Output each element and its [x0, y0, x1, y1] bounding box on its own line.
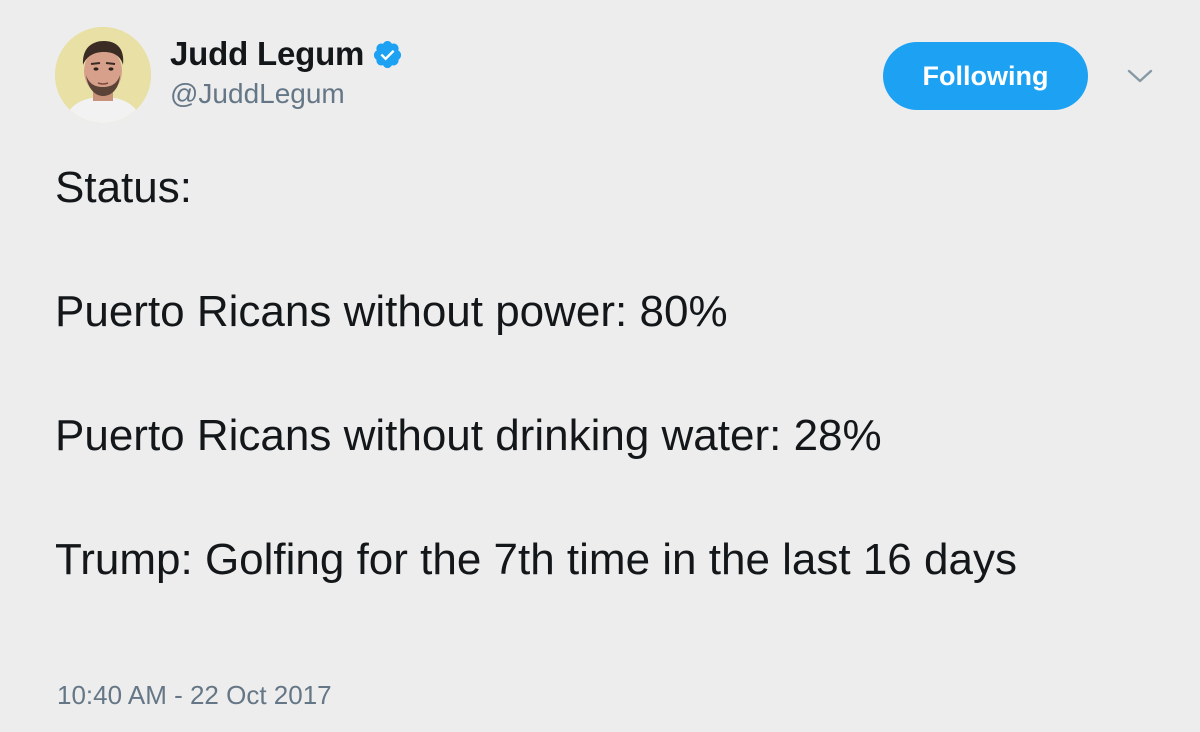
verified-badge-icon	[372, 39, 403, 70]
tweet-line-power: Puerto Ricans without power: 80%	[55, 287, 728, 336]
tweet-line-golf: Trump: Golfing for the 7th time in the l…	[55, 535, 1017, 584]
tweet-text: Status: Puerto Ricans without power: 80%…	[55, 162, 1155, 586]
user-name-row: Judd Legum	[170, 32, 403, 76]
chevron-down-icon[interactable]	[1126, 66, 1154, 86]
tweet-timestamp[interactable]: 10:40 AM - 22 Oct 2017	[57, 680, 332, 710]
tweet-line-water: Puerto Ricans without drinking water: 28…	[55, 411, 882, 460]
user-handle[interactable]: @JuddLegum	[170, 78, 345, 109]
tweet-line-status: Status:	[55, 163, 192, 212]
avatar-photo-icon	[55, 27, 151, 123]
avatar[interactable]	[55, 27, 151, 123]
following-button[interactable]: Following	[883, 42, 1088, 110]
display-name[interactable]: Judd Legum	[170, 35, 365, 72]
